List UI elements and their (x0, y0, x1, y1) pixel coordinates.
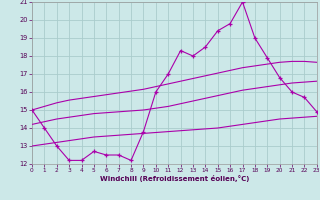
X-axis label: Windchill (Refroidissement éolien,°C): Windchill (Refroidissement éolien,°C) (100, 175, 249, 182)
